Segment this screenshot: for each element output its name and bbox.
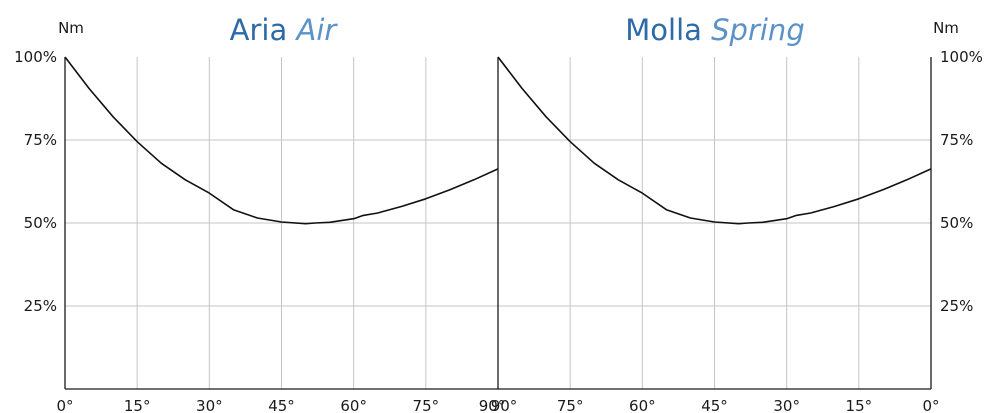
chart2-y-tick-label: 50%	[940, 214, 973, 232]
chart1-x-tick-label: 30°	[196, 397, 223, 413]
chart1-y-unit-label: Nm	[58, 19, 84, 37]
chart2-y-tick-label: 100%	[940, 48, 983, 66]
chart1-y-tick-label: 100%	[14, 48, 57, 66]
chart1-x-tick-label: 0°	[56, 397, 73, 413]
chart1-y-tick-label: 25%	[24, 297, 57, 315]
chart1-x-tick-label: 45°	[268, 397, 295, 413]
chart2-x-tick-label: 15°	[846, 397, 873, 413]
chart1-x-tick-label: 15°	[124, 397, 151, 413]
chart2-x-tick-label: 75°	[557, 397, 584, 413]
chart2-title-italic: Spring	[711, 13, 805, 47]
chart2-y-tick-label: 75%	[940, 131, 973, 149]
chart1-title-italic: Air	[294, 13, 338, 47]
curve-layer	[64, 56, 932, 225]
label-layer: 0° 15° 30° 45° 60° 75° 90°25%50%75%100%Nm Aria …	[14, 13, 983, 413]
chart2-x-tick-label: 90°	[491, 397, 518, 413]
chart1-title-main: Aria	[230, 13, 297, 47]
chart2-y-tick-label: 25%	[940, 297, 973, 315]
chart1-x-tick-label: 75°	[413, 397, 440, 413]
chart2-title-main: Molla	[625, 13, 711, 47]
chart2-series-0-line	[497, 56, 932, 225]
axis-layer	[64, 57, 932, 390]
chart1-x-tick-label: 60°	[340, 397, 367, 413]
chart2-x-tick-label: 0°	[922, 397, 939, 413]
chart1-series-0-line	[64, 56, 499, 225]
chart2-x-tick-label: 60°	[629, 397, 656, 413]
grid-layer	[65, 57, 931, 389]
chart2-x-tick-label: 45°	[701, 397, 728, 413]
chart2-title: Molla Spring	[625, 13, 804, 47]
chart1-y-tick-label: 75%	[24, 131, 57, 149]
chart2-x-tick-label: 30°	[773, 397, 800, 413]
chart1-y-tick-label: 50%	[24, 214, 57, 232]
chart1-x-tick-label: 90°	[479, 397, 506, 413]
chart2-y-unit-label: Nm	[933, 19, 959, 37]
chart1-title: Aria Air	[230, 13, 339, 47]
